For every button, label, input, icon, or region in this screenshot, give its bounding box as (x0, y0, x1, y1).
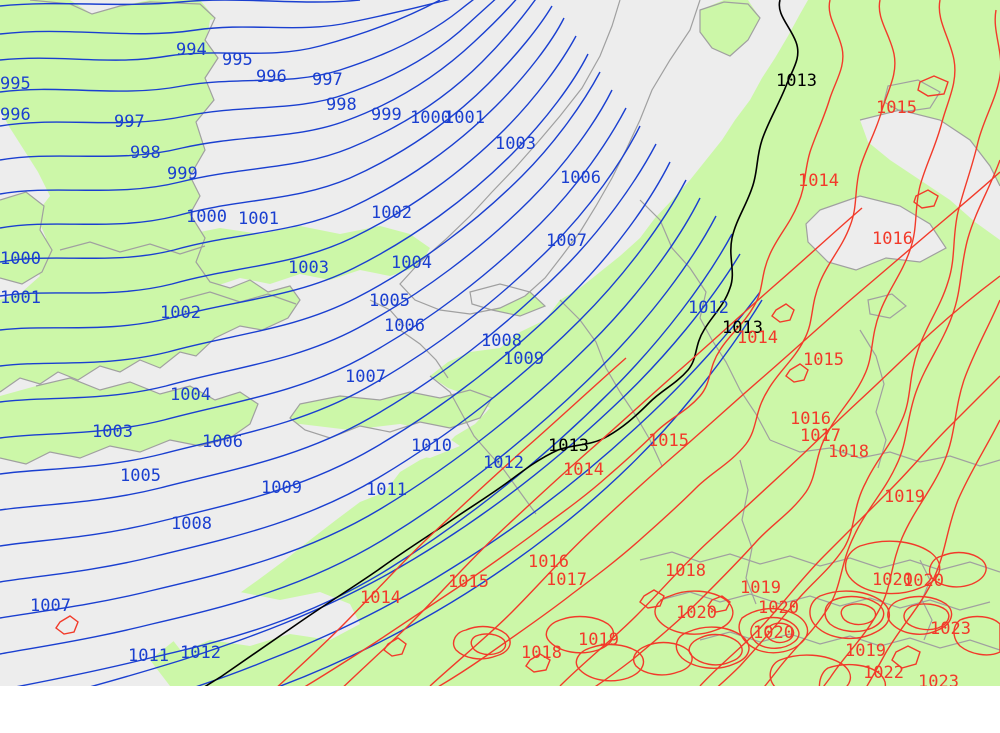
contour-label: 997 (114, 112, 145, 132)
contour-label: 1017 (800, 426, 841, 446)
isobar-neutral-1013 (204, 0, 799, 686)
map-graphics (0, 0, 1000, 686)
contour-label: 1019 (884, 487, 925, 507)
contour-label: 1006 (560, 168, 601, 188)
contour-label: 1020 (676, 603, 717, 623)
contour-label: 1007 (30, 596, 71, 616)
contour-label: 1020 (903, 571, 944, 591)
contour-label: 1015 (648, 431, 689, 451)
contour-label: 1020 (758, 598, 799, 618)
contour-label: 1023 (918, 672, 959, 687)
contour-label: 1000 (186, 207, 227, 227)
alpine-dense-contours (55, 75, 1000, 686)
contour-label: 1019 (845, 641, 886, 661)
contour-label: 1015 (803, 350, 844, 370)
contour-label: 1003 (92, 422, 133, 442)
contour-label: 1005 (369, 291, 410, 311)
contour-label: 1003 (495, 134, 536, 154)
contour-label: 1012 (688, 298, 729, 318)
sea-polygons (0, 0, 1000, 658)
isobars-low (0, 0, 763, 686)
contour-label: 1016 (790, 409, 831, 429)
contour-label: 1016 (872, 229, 913, 249)
contour-label: 1001 (238, 209, 279, 229)
contour-label: 1010 (411, 436, 452, 456)
contour-label: 1004 (391, 253, 432, 273)
land-polygons (0, 0, 1000, 686)
contour-label: 1014 (737, 328, 778, 348)
contour-label: 998 (130, 143, 161, 163)
contour-label: 1013 (722, 318, 763, 338)
contour-label: 1014 (798, 171, 839, 191)
contour-label: 1002 (371, 203, 412, 223)
coastlines (0, 0, 1000, 651)
contour-label: 1001 (0, 288, 41, 308)
contour-label: 1007 (546, 231, 587, 251)
contour-label: 1019 (740, 578, 781, 598)
contour-label: 1001 (444, 108, 485, 128)
contour-label: 995 (0, 74, 31, 94)
pressure-contour-map[interactable]: 994 995 996 997 995 998 999 1000 1001 996 997 1013 1… (0, 0, 1000, 686)
contour-label: 996 (256, 67, 287, 87)
contour-label: 1018 (521, 643, 562, 663)
contour-label: 1020 (753, 623, 794, 643)
contour-label: 1008 (481, 331, 522, 351)
contour-label: 1009 (503, 349, 544, 369)
isobars-high (55, 0, 1000, 686)
contour-label: 994 (176, 40, 207, 60)
contour-label: 1009 (261, 478, 302, 498)
contour-label: 1005 (120, 466, 161, 486)
contour-label: 1011 (128, 646, 169, 666)
contour-label: 1002 (160, 303, 201, 323)
contour-label: 999 (371, 105, 402, 125)
contour-label: 996 (0, 105, 31, 125)
contour-label: 1016 (528, 552, 569, 572)
contour-label: 1006 (202, 432, 243, 452)
contour-label: 998 (326, 95, 357, 115)
contour-label: 1023 (930, 619, 971, 639)
contour-label: 1015 (876, 98, 917, 118)
contour-label: 1013 (776, 71, 817, 91)
contour-label: 1017 (546, 570, 587, 590)
contour-label: 1003 (288, 258, 329, 278)
contour-label: 1008 (171, 514, 212, 534)
contour-label: 1006 (384, 316, 425, 336)
contour-label: 1011 (366, 480, 407, 500)
contour-label: 1014 (563, 460, 604, 480)
contour-label: 1018 (665, 561, 706, 581)
contour-label: 1012 (180, 643, 221, 663)
contour-label: 995 (222, 50, 253, 70)
contour-label: 1020 (872, 570, 913, 590)
contour-label: 1000 (410, 108, 451, 128)
contour-label: 999 (167, 164, 198, 184)
contour-label: 1014 (360, 588, 401, 608)
contour-label: 1013 (548, 436, 589, 456)
contour-label: 1018 (828, 442, 869, 462)
contour-label: 997 (312, 70, 343, 90)
contour-label: 1019 (578, 630, 619, 650)
contour-label: 1022 (863, 663, 904, 683)
contour-label: 1012 (483, 453, 524, 473)
contour-label: 1000 (0, 249, 41, 269)
contour-label: 1007 (345, 367, 386, 387)
map-footer: Surface pressure [hPa] ICON Th 15-01-202… (0, 686, 1000, 733)
contour-label: 1015 (448, 572, 489, 592)
contour-label: 1004 (170, 385, 211, 405)
